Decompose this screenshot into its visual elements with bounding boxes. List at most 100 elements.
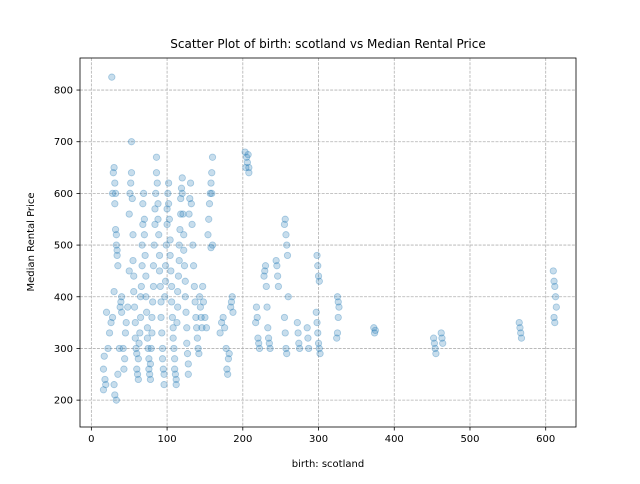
data-point (108, 189, 117, 198)
data-point (126, 189, 134, 198)
data-point (175, 241, 183, 249)
x-tick-label: 200 (233, 434, 252, 445)
data-point (105, 329, 114, 337)
data-point (133, 350, 141, 358)
data-point (104, 344, 112, 353)
data-point (205, 215, 213, 223)
data-point (114, 370, 122, 378)
data-point (180, 246, 188, 254)
data-point (128, 194, 136, 203)
data-point (254, 334, 262, 342)
y-tick-label: 600 (54, 189, 73, 200)
data-point (142, 293, 150, 301)
data-point (181, 277, 189, 285)
data-point (136, 293, 145, 301)
data-point (199, 298, 208, 306)
data-point (204, 231, 212, 239)
data-point (147, 344, 155, 353)
data-point (199, 282, 207, 291)
data-point (552, 303, 560, 311)
data-point (124, 303, 132, 311)
data-point (143, 334, 151, 342)
data-point (261, 262, 270, 270)
data-point (131, 319, 139, 327)
data-point (333, 329, 342, 337)
data-point (142, 272, 150, 280)
data-point (111, 225, 120, 234)
data-point (283, 241, 291, 249)
data-point (183, 350, 192, 358)
data-point (430, 339, 438, 347)
x-tick-label: 600 (536, 434, 555, 445)
data-point (99, 386, 108, 394)
data-point (430, 334, 438, 342)
data-point (207, 244, 215, 252)
data-point (113, 251, 121, 260)
data-point (280, 313, 289, 322)
data-point (165, 215, 173, 223)
data-point (313, 251, 321, 260)
data-point (164, 189, 172, 198)
data-point (296, 344, 304, 353)
y-axis-label: Median Rental Price (26, 193, 37, 292)
data-point (148, 329, 156, 337)
data-point (140, 189, 148, 198)
data-point (168, 282, 176, 291)
data-point (196, 293, 204, 301)
data-point (167, 267, 175, 275)
data-point (206, 189, 214, 198)
data-point (189, 241, 197, 249)
data-point (437, 329, 445, 337)
data-point (228, 293, 236, 301)
data-point (192, 313, 200, 322)
data-point (146, 370, 154, 378)
data-point (195, 350, 203, 358)
data-point (121, 329, 130, 337)
chart-title: Scatter Plot of birth: scotland vs Media… (170, 37, 486, 51)
data-point (551, 293, 560, 301)
plot-area-frame (79, 57, 577, 428)
data-point (551, 282, 559, 291)
data-point (283, 251, 292, 260)
data-point (127, 138, 136, 146)
data-point (313, 319, 321, 327)
data-point (184, 370, 192, 378)
data-point (177, 210, 185, 218)
data-point (155, 267, 164, 275)
data-point (178, 174, 186, 182)
data-point (314, 339, 323, 347)
data-point (110, 287, 118, 296)
data-point (438, 334, 446, 342)
data-point (265, 339, 273, 347)
data-point (243, 158, 251, 166)
data-point (111, 179, 119, 187)
data-point (136, 313, 145, 322)
data-point (517, 329, 525, 337)
data-point (139, 200, 147, 208)
data-point (153, 179, 161, 187)
data-point (130, 272, 138, 280)
data-point (295, 339, 303, 347)
data-point (370, 324, 378, 332)
data-point (189, 262, 198, 270)
data-point (281, 215, 289, 223)
data-point (171, 355, 179, 363)
data-point (334, 313, 342, 322)
data-point (100, 352, 108, 360)
data-point (149, 262, 158, 270)
data-point (305, 344, 313, 353)
data-point (198, 324, 206, 332)
data-point (164, 200, 173, 208)
data-point (164, 179, 173, 187)
data-point (140, 215, 148, 223)
y-tick-label: 500 (54, 241, 73, 252)
data-point (175, 256, 183, 265)
data-point (193, 324, 201, 332)
data-point (111, 391, 119, 399)
data-point (152, 189, 160, 198)
data-point (549, 267, 557, 275)
data-point (283, 350, 291, 358)
data-point (242, 153, 251, 161)
data-point (133, 365, 141, 373)
